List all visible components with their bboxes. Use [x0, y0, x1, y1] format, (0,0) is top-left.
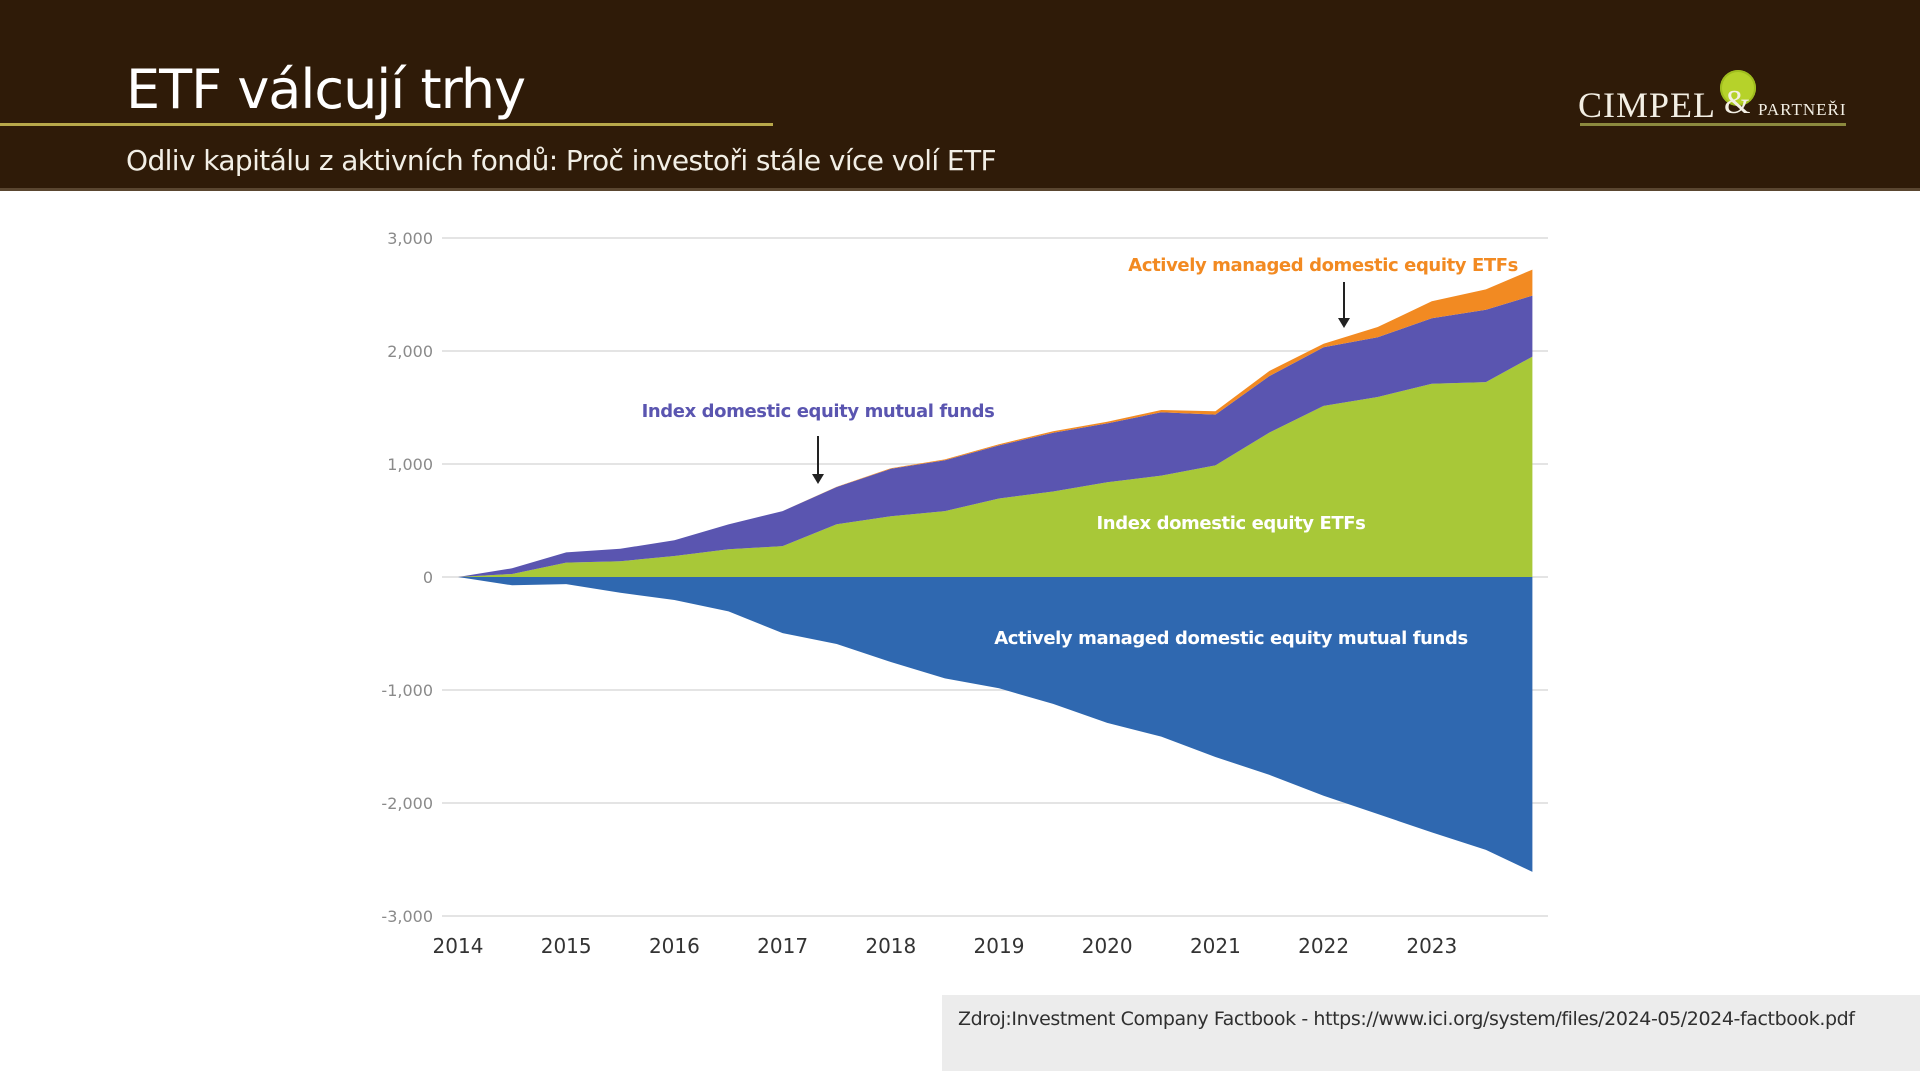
x-tick-label: 2018	[865, 934, 916, 958]
x-tick-label: 2014	[433, 934, 484, 958]
logo-ampersand: &	[1724, 84, 1751, 121]
x-tick-label: 2015	[541, 934, 592, 958]
source-box: Zdroj:Investment Company Factbook - http…	[942, 995, 1920, 1071]
y-tick-label: 1,000	[387, 455, 433, 474]
y-tick-label: -3,000	[381, 907, 433, 926]
x-tick-label: 2019	[974, 934, 1025, 958]
slide-subtitle: Odliv kapitálu z aktivních fondů: Proč i…	[126, 144, 997, 177]
annotation-index-etfs: Index domestic equity ETFs	[1097, 513, 1366, 534]
annotation-index-mutual-funds: Index domestic equity mutual funds	[642, 401, 995, 422]
area-series	[458, 269, 1533, 872]
arrow-active-etfs	[1338, 282, 1350, 328]
y-tick-label: -1,000	[381, 681, 433, 700]
slide-title: ETF válcují trhy	[126, 58, 526, 121]
source-citation: Zdroj:Investment Company Factbook - http…	[958, 1008, 1855, 1030]
y-tick-label: -2,000	[381, 794, 433, 813]
annotation-active-mutual-funds: Actively managed domestic equity mutual …	[994, 628, 1468, 649]
x-tick-label: 2023	[1406, 934, 1457, 958]
annotations: Actively managed domestic equity ETFs Ind…	[642, 255, 1519, 649]
x-tick-label: 2020	[1082, 934, 1133, 958]
x-tick-label: 2022	[1298, 934, 1349, 958]
arrow-index-mutual-funds	[812, 436, 824, 484]
arrow-head	[812, 474, 824, 484]
x-axis-ticks: 2014 2015 2016 2017 2018 2019 2020 2021 2022 2023	[433, 934, 1458, 958]
company-logo: CIMPEL & PARTNEŘI	[1578, 70, 1848, 128]
slide-header: ETF válcují trhy Odliv kapitálu z aktivn…	[0, 0, 1920, 191]
area-index-domestic-equity-etfs	[458, 356, 1533, 577]
annotation-active-etfs: Actively managed domestic equity ETFs	[1128, 255, 1518, 276]
area-actively-managed-domestic-equity-mutual-funds	[458, 577, 1533, 872]
logo-name: CIMPEL	[1578, 85, 1717, 125]
y-tick-label: 0	[423, 568, 433, 587]
area-index-domestic-equity-mutual-funds	[458, 295, 1533, 577]
logo-suffix: PARTNEŘI	[1758, 100, 1847, 119]
y-tick-label: 2,000	[387, 342, 433, 361]
leaf-icon	[1720, 70, 1756, 106]
logo-underline	[1580, 123, 1846, 126]
y-tick-label: 3,000	[387, 229, 433, 248]
x-tick-label: 2017	[757, 934, 808, 958]
x-tick-label: 2016	[649, 934, 700, 958]
x-tick-label: 2021	[1190, 934, 1241, 958]
title-underline	[0, 123, 773, 126]
arrow-head	[1338, 318, 1350, 328]
y-axis-ticks: 3,000 2,000 1,000 0 -1,000 -2,000 -3,000	[381, 229, 433, 926]
